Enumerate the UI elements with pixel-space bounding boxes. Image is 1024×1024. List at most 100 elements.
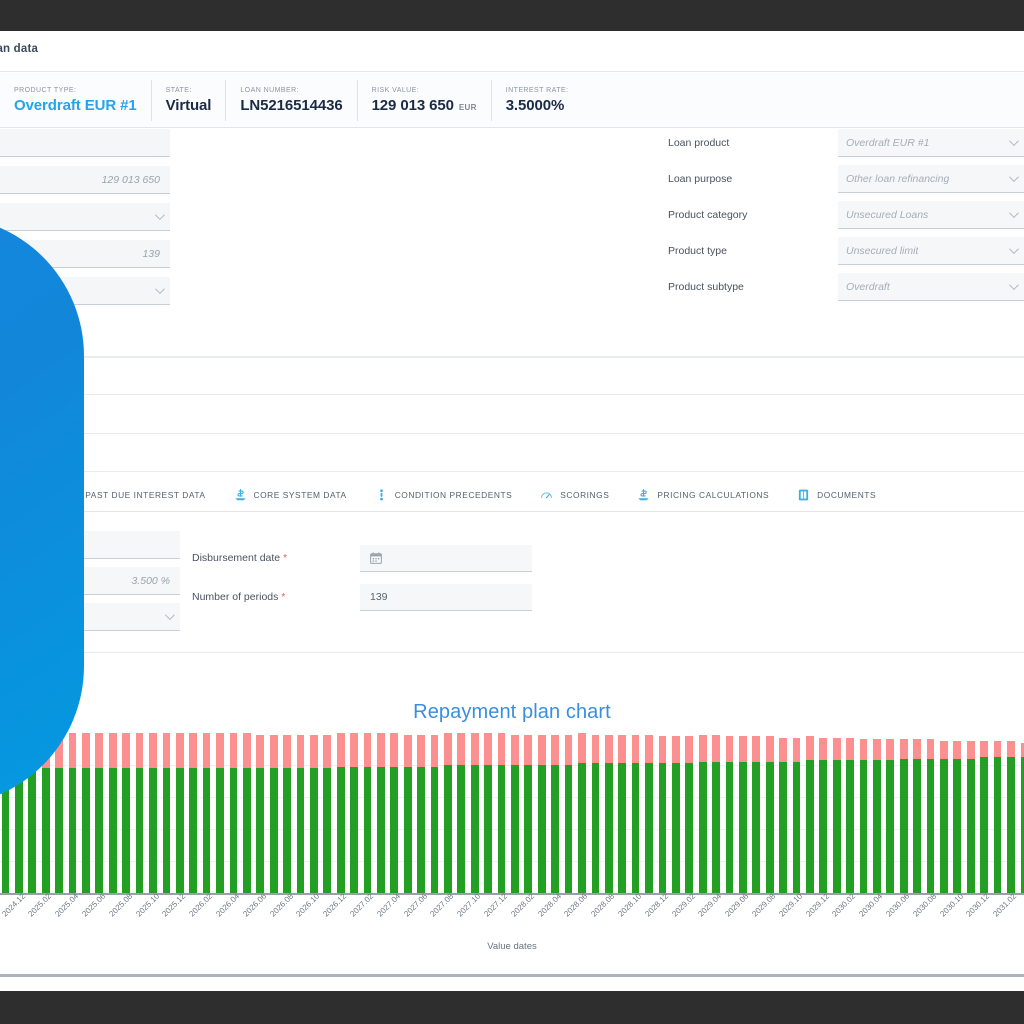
table-row[interactable]	[390, 733, 399, 893]
table-row[interactable]	[336, 733, 345, 893]
table-row[interactable]	[913, 739, 922, 893]
table-row[interactable]	[497, 733, 506, 893]
summary-cell: INTEREST RATE: 3.5000%	[492, 80, 583, 121]
table-row[interactable]	[671, 736, 680, 893]
field-input[interactable]: 139	[360, 583, 532, 611]
table-row[interactable]	[430, 734, 439, 893]
table-row[interactable]	[216, 733, 224, 893]
table-row[interactable]	[685, 736, 694, 893]
field-input[interactable]: 129 013 650	[0, 166, 170, 194]
table-row[interactable]	[95, 733, 104, 893]
table-row[interactable]	[899, 739, 908, 893]
table-row[interactable]	[618, 734, 627, 893]
table-row[interactable]	[604, 734, 613, 893]
table-row[interactable]	[859, 739, 868, 893]
table-row[interactable]	[926, 739, 935, 893]
chart-bar-slot	[562, 733, 575, 893]
table-row[interactable]	[256, 734, 265, 893]
tab-condition-precedents[interactable]: CONDITION PRECEDENTS	[361, 479, 527, 512]
tab-pricing-calculations[interactable]: PRICING CALCULATIONS	[623, 479, 783, 512]
table-row[interactable]	[403, 734, 412, 893]
table-row[interactable]	[350, 733, 358, 893]
table-row[interactable]	[363, 733, 372, 893]
table-row[interactable]	[873, 739, 881, 893]
table-row[interactable]	[1007, 741, 1015, 893]
table-row[interactable]	[283, 734, 291, 893]
table-row[interactable]	[524, 734, 533, 893]
tab-scorings[interactable]: SCORINGS	[526, 479, 623, 512]
table-row[interactable]	[511, 734, 519, 893]
summary-cell: RISK VALUE: 129 013 650 EUR	[358, 79, 492, 121]
table-row[interactable]	[537, 734, 546, 893]
table-row[interactable]	[966, 741, 975, 893]
chart-tick-label: 2028.12	[643, 891, 670, 919]
field-select[interactable]: Overdraft	[838, 273, 1024, 301]
table-row[interactable]	[578, 733, 586, 893]
table-row[interactable]	[108, 733, 117, 893]
table-row[interactable]	[269, 734, 278, 893]
table-row[interactable]	[82, 733, 90, 893]
chart-bar-slot	[991, 733, 1004, 893]
summary-value: 3.5000%	[506, 97, 569, 114]
table-row[interactable]	[940, 741, 948, 893]
chart-bar-slot	[227, 733, 240, 893]
table-row[interactable]	[980, 741, 989, 893]
field-select[interactable]	[0, 203, 170, 231]
table-row[interactable]	[162, 733, 171, 893]
table-row[interactable]	[377, 733, 385, 893]
table-row[interactable]	[846, 737, 854, 893]
table-row[interactable]	[484, 733, 493, 893]
calendar-icon[interactable]	[370, 551, 382, 564]
table-row[interactable]	[832, 737, 841, 893]
table-row[interactable]	[993, 741, 1002, 893]
field-select[interactable]: Other loan refinancing	[838, 165, 1024, 193]
table-row[interactable]	[738, 736, 747, 893]
field-value: Overdraft EUR #1	[846, 136, 930, 149]
table-row[interactable]	[457, 733, 466, 893]
table-row[interactable]	[752, 736, 761, 893]
table-row[interactable]	[242, 733, 251, 893]
table-row[interactable]	[122, 733, 131, 893]
table-row[interactable]	[658, 736, 667, 893]
table-row[interactable]	[175, 733, 184, 893]
table-row[interactable]	[806, 736, 814, 893]
field-select[interactable]: Overdraft EUR #1	[838, 129, 1024, 157]
table-row[interactable]	[792, 737, 801, 893]
table-row[interactable]	[698, 734, 707, 893]
field-input[interactable]: 5208631446	[0, 129, 170, 157]
table-row[interactable]	[819, 737, 828, 893]
table-row[interactable]	[591, 734, 600, 893]
table-row[interactable]	[296, 734, 305, 893]
table-row[interactable]	[725, 736, 734, 893]
chart-bar-segment-interest	[122, 733, 131, 769]
table-row[interactable]	[712, 734, 720, 893]
field-select[interactable]: Unsecured Loans	[838, 201, 1024, 229]
table-row[interactable]	[309, 734, 318, 893]
table-row[interactable]	[1020, 742, 1024, 893]
tab-core-system-data[interactable]: CORE SYSTEM DATA	[220, 479, 361, 512]
table-row[interactable]	[886, 739, 895, 893]
table-row[interactable]	[229, 733, 238, 893]
table-row[interactable]	[564, 734, 573, 893]
table-row[interactable]	[953, 741, 962, 893]
table-row[interactable]	[631, 734, 640, 893]
date-input[interactable]	[360, 544, 532, 572]
table-row[interactable]	[149, 733, 157, 893]
field-label-text: Disbursement date	[192, 552, 281, 564]
table-row[interactable]	[202, 733, 211, 893]
table-row[interactable]	[55, 733, 64, 893]
table-row[interactable]	[417, 734, 425, 893]
table-row[interactable]	[189, 733, 198, 893]
field-select[interactable]: Unsecured limit	[838, 237, 1024, 265]
table-row[interactable]	[765, 736, 774, 893]
table-row[interactable]	[645, 734, 653, 893]
table-row[interactable]	[779, 737, 787, 893]
table-row[interactable]	[470, 733, 479, 893]
table-row[interactable]	[68, 733, 77, 893]
table-row[interactable]	[551, 734, 560, 893]
table-row[interactable]	[444, 733, 452, 893]
table-row[interactable]	[135, 733, 144, 893]
table-row[interactable]	[323, 734, 332, 893]
tab-documents[interactable]: DOCUMENTS	[783, 479, 890, 512]
